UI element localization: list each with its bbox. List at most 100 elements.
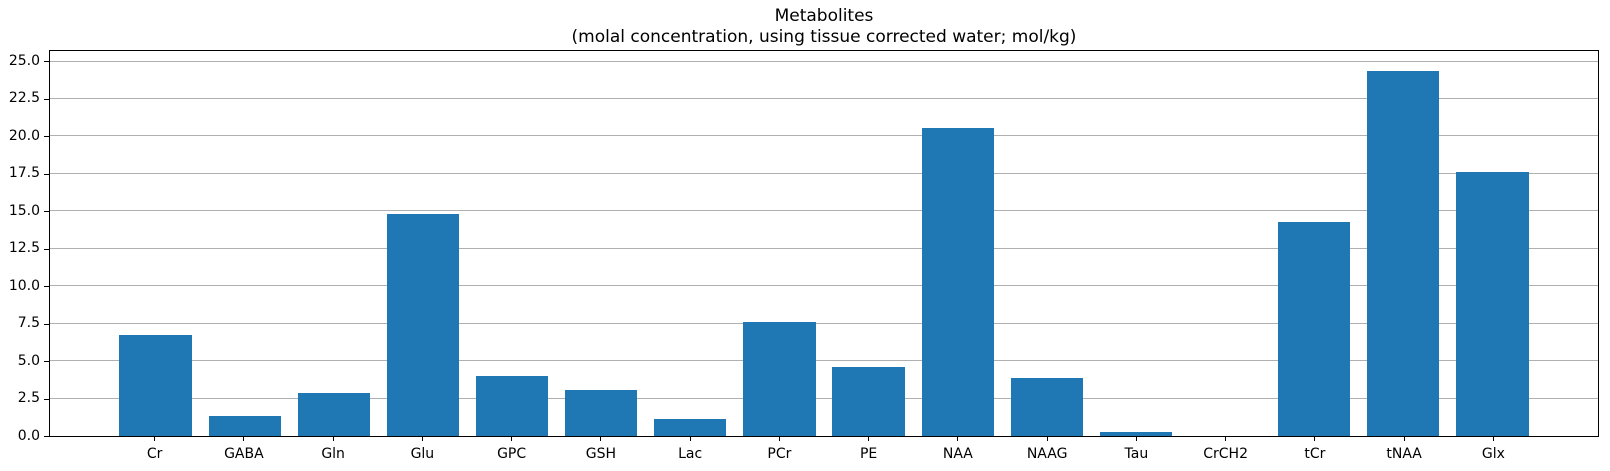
- x-tick-mark-GPC: [511, 437, 513, 441]
- bars-container: [50, 51, 1598, 436]
- gridline-20: [50, 135, 1598, 137]
- y-tick-mark-5.0: [44, 361, 49, 363]
- bar-slot-tCr: [1270, 51, 1359, 436]
- x-tick-mark-Tau: [1135, 437, 1137, 441]
- y-tick-mark-2.5: [44, 398, 49, 400]
- bar-slot-GABA: [200, 51, 289, 436]
- bar-PCr: [743, 322, 816, 436]
- y-tick-label-22.5: 22.5: [8, 90, 40, 107]
- y-tick-mark-0.0: [44, 436, 49, 437]
- bar-tNAA: [1367, 71, 1440, 436]
- bar-slot-NAAG: [1002, 51, 1091, 436]
- x-tick-mark-cell-GPC: [467, 437, 556, 441]
- x-tick-mark-cell-NAAG: [1003, 437, 1092, 441]
- y-tick-label-5.0: 5.0: [17, 352, 40, 369]
- x-tick-mark-GSH: [600, 437, 602, 441]
- x-tick-mark-cell-PE: [824, 437, 913, 441]
- x-tick-mark-cell-PCr: [735, 437, 824, 441]
- bar-Glu: [386, 213, 460, 436]
- y-tick-label-2.5: 2.5: [17, 390, 40, 407]
- x-tick-mark-cell-GABA: [199, 437, 288, 441]
- y-tick-mark-10.0: [44, 286, 49, 288]
- gridline-5: [50, 360, 1598, 362]
- x-tick-mark-cell-NAA: [913, 437, 1002, 441]
- gridline-25: [50, 60, 1598, 62]
- bar-NAA: [921, 128, 994, 436]
- bar-slot-Cr: [111, 51, 200, 436]
- y-tick-label-0.0: 0.0: [17, 427, 40, 444]
- x-tick-mark-cell-Glx: [1449, 437, 1538, 441]
- gridline-15: [50, 210, 1598, 212]
- gridline-12.5: [50, 247, 1598, 249]
- bar-Cr: [119, 334, 192, 436]
- x-tick-mark-Gln: [332, 437, 334, 441]
- x-tick-label-GABA: GABA: [224, 446, 264, 462]
- x-tick-label-PCr: PCr: [767, 446, 792, 462]
- gridline-2.5: [50, 397, 1598, 399]
- x-tick-label-GPC: GPC: [497, 446, 527, 462]
- bar-GSH: [565, 390, 638, 436]
- x-tick-label-Gln: Gln: [321, 446, 345, 462]
- bar-slot-Tau: [1091, 51, 1180, 436]
- x-tick-label-GSH: GSH: [585, 446, 616, 462]
- x-tick-mark-cell-Glu: [378, 437, 467, 441]
- x-axis-tick-labels: Cr GABA Gln Glu GPC GSH Lac PCr PE NAA NAAG Tau CrCH…: [49, 446, 1599, 463]
- x-tick-mark-Glu: [421, 437, 423, 441]
- y-tick-mark-25.0: [44, 61, 49, 63]
- y-tick-mark-20.0: [44, 136, 49, 138]
- bar-slot-GSH: [557, 51, 646, 436]
- chart-title-block: Metabolites (molal concentration, using …: [49, 6, 1599, 48]
- x-tick-mark-Glx: [1492, 437, 1494, 441]
- y-tick-mark-22.5: [44, 98, 49, 100]
- chart-subtitle: (molal concentration, using tissue corre…: [571, 27, 1077, 47]
- bar-PE: [832, 367, 905, 436]
- bar-Gln: [297, 393, 370, 436]
- gridline-10: [50, 285, 1598, 287]
- x-tick-label-Lac: Lac: [678, 446, 703, 462]
- x-tick-mark-Lac: [689, 437, 691, 441]
- gridline-22.5: [50, 97, 1598, 99]
- y-tick-mark-17.5: [44, 173, 49, 175]
- x-tick-mark-CrCH2: [1225, 437, 1227, 441]
- x-tick-mark-Cr: [154, 437, 156, 441]
- y-tick-label-7.5: 7.5: [17, 315, 40, 332]
- plot-area: [49, 50, 1599, 437]
- x-tick-mark-tCr: [1314, 437, 1316, 441]
- x-tick-label-Glx: Glx: [1481, 446, 1505, 462]
- x-tick-mark-NAAG: [1046, 437, 1048, 441]
- bar-slot-PCr: [735, 51, 824, 436]
- x-tick-mark-cell-GSH: [556, 437, 645, 441]
- bar-Glx: [1456, 171, 1529, 436]
- x-tick-mark-tNAA: [1403, 437, 1405, 441]
- x-tick-label-tNAA: tNAA: [1386, 446, 1422, 462]
- bar-slot-Lac: [646, 51, 735, 436]
- bar-Lac: [654, 418, 727, 436]
- x-tick-mark-cell-Lac: [646, 437, 735, 441]
- bar-tCr: [1278, 221, 1351, 436]
- x-tick-mark-cell-tCr: [1270, 437, 1359, 441]
- y-tick-label-10.0: 10.0: [8, 277, 40, 294]
- bar-slot-Glx: [1448, 51, 1537, 436]
- y-tick-mark-12.5: [44, 248, 49, 250]
- x-tick-label-CrCH2: CrCH2: [1203, 446, 1248, 462]
- x-tick-mark-PCr: [778, 437, 780, 441]
- x-tick-mark-cell-Tau: [1092, 437, 1181, 441]
- y-tick-mark-7.5: [44, 323, 49, 325]
- x-tick-mark-PE: [868, 437, 870, 441]
- x-tick-label-tCr: tCr: [1304, 446, 1326, 462]
- x-tick-label-Tau: Tau: [1124, 446, 1149, 462]
- gridline-17.5: [50, 172, 1598, 174]
- bar-GABA: [208, 415, 281, 436]
- gridline-7.5: [50, 322, 1598, 324]
- x-tick-mark-cell-Gln: [289, 437, 378, 441]
- bar-slot-CrCH2: [1181, 51, 1270, 436]
- bar-slot-PE: [824, 51, 913, 436]
- chart-title: Metabolites: [774, 6, 874, 26]
- y-tick-label-12.5: 12.5: [8, 240, 40, 257]
- y-tick-label-20.0: 20.0: [8, 127, 40, 144]
- bar-slot-tNAA: [1359, 51, 1448, 436]
- x-tick-label-NAAG: NAAG: [1026, 446, 1068, 462]
- bar-slot-GPC: [468, 51, 557, 436]
- x-tick-label-NAA: NAA: [942, 446, 973, 462]
